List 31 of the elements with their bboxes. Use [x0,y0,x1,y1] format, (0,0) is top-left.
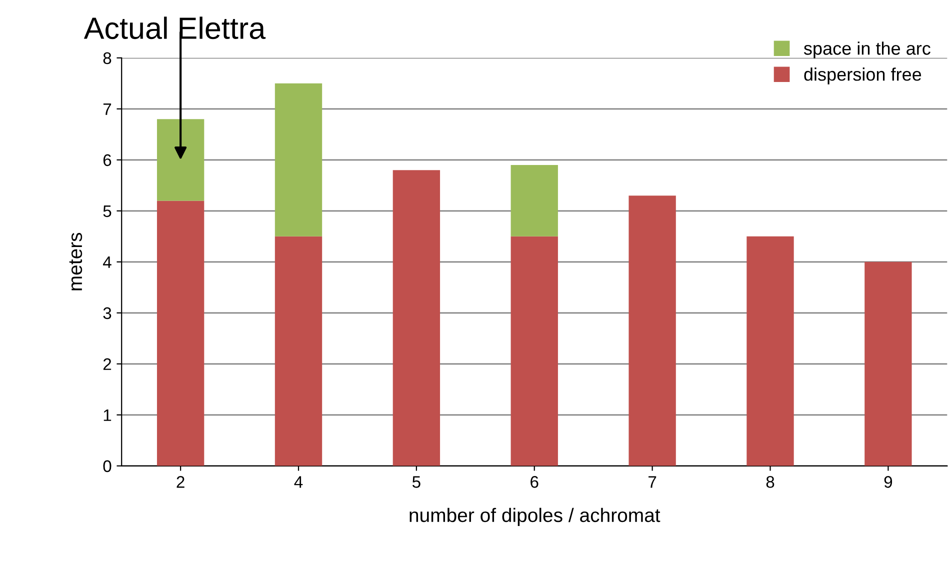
bar [274,236,322,466]
text: Actual Elettra [84,16,266,40]
y-tick-label: 0 [103,460,112,472]
legend-label: space in the arc [804,42,930,58]
bar [864,262,912,466]
y-tick-label: 3 [103,307,112,320]
y-tick-label: 8 [103,52,112,64]
x-tick-label: 2 [176,476,184,488]
y-tick-label: 4 [102,256,112,268]
x-tick-label: 9 [884,476,892,488]
bar [746,236,794,466]
bar [156,119,204,201]
y-tick-label: 7 [103,103,112,115]
bar [510,164,558,236]
y-tick-label: 6 [103,154,112,166]
x-tick-label: 4 [294,476,303,488]
x-tick-label: 7 [648,476,656,488]
x-tick-label: 8 [766,476,774,488]
bar [274,83,322,236]
x-tick-label: 6 [530,476,538,488]
x-tick-label: 5 [412,476,420,488]
bar [392,170,440,466]
x-axis-title: number of dipoles / achromat [410,508,660,526]
bar [510,236,558,466]
y-tick-label: 2 [103,358,112,370]
bar [156,200,204,466]
bar [628,196,676,466]
y-tick-label: 5 [103,205,112,218]
y-axis-title: meters [69,232,82,290]
legend-label: dispersion free [804,68,922,84]
y-tick-label: 1 [104,409,112,421]
